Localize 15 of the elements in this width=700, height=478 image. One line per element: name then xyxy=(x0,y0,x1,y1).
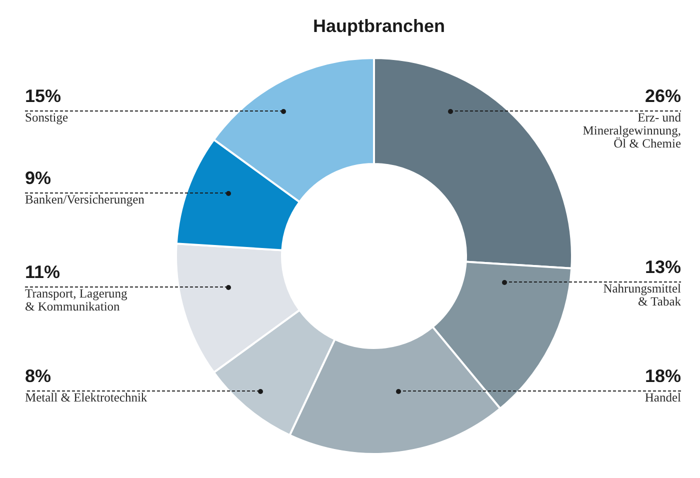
slice-label: Erz- und Mineralgewinnung, Öl & Chemie xyxy=(582,110,682,150)
data-label: 18% xyxy=(644,366,681,386)
slice-label: Nahrungsmittel & Tabak xyxy=(603,282,682,308)
data-label: 11% xyxy=(25,262,60,282)
slice-label: Sonstige xyxy=(25,110,69,124)
data-label: 9% xyxy=(25,168,52,188)
chart-title: Hauptbranchen xyxy=(312,16,446,36)
data-label: 15% xyxy=(25,86,62,106)
data-label: 13% xyxy=(644,257,681,277)
slice-label: Transport, Lagerung & Kommunikation xyxy=(25,286,128,314)
data-label: 8% xyxy=(25,366,52,386)
slice-label: Metall & Elektrotechnik xyxy=(25,390,148,404)
slice-label: Banken/Versicherungen xyxy=(25,192,146,206)
slice-label: Handel xyxy=(644,390,682,404)
data-label: 26% xyxy=(644,86,681,106)
